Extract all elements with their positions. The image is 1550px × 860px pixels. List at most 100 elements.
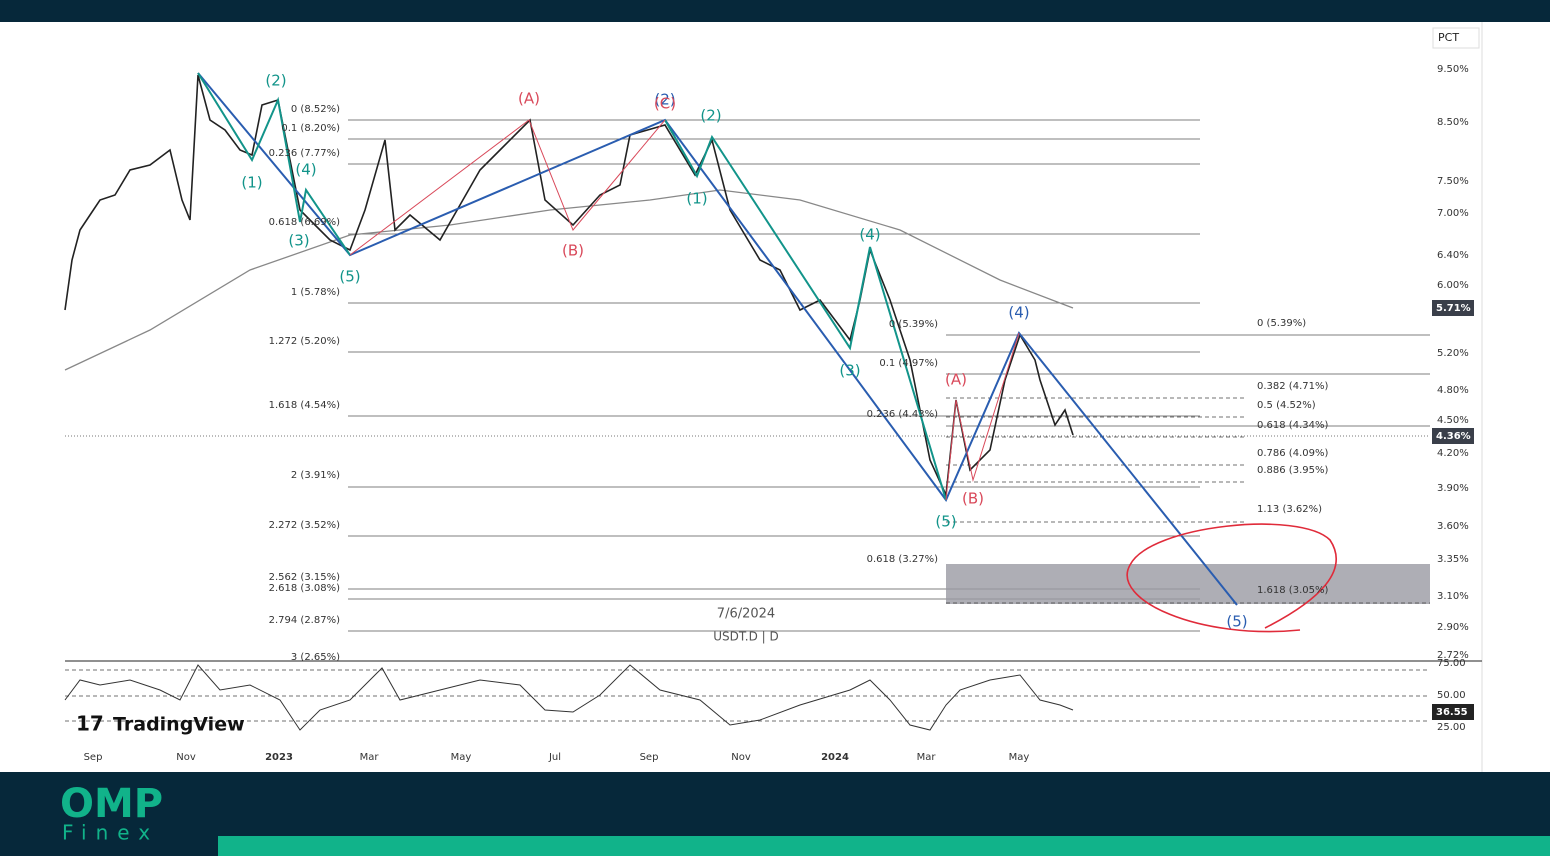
wave-label: (3) bbox=[839, 362, 860, 380]
brand: TradingView bbox=[113, 714, 245, 736]
fib-label: 2.562 (3.15%) bbox=[269, 572, 340, 583]
wave-label: (5) bbox=[935, 513, 956, 531]
fib-label: 3 (2.65%) bbox=[291, 652, 340, 663]
wave-label: (5) bbox=[339, 268, 360, 286]
wave-label: (2) bbox=[700, 107, 721, 125]
time-label: Mar bbox=[917, 752, 937, 763]
fib-label: 0 (5.39%) bbox=[1257, 318, 1306, 329]
wave-label: (A) bbox=[518, 90, 540, 108]
wave-label: (4) bbox=[295, 161, 316, 179]
price-label: 6.40% bbox=[1437, 250, 1469, 261]
time-label: Sep bbox=[84, 752, 103, 763]
time-label: Nov bbox=[731, 752, 751, 763]
time-label: Sep bbox=[640, 752, 659, 763]
fib-label: 0.1 (8.20%) bbox=[281, 123, 340, 134]
fib-label: 0.236 (4.43%) bbox=[867, 409, 938, 420]
fib-label: 1.272 (5.20%) bbox=[269, 336, 340, 347]
wave-label: (2) bbox=[654, 91, 675, 109]
fib-label: 1.13 (3.62%) bbox=[1257, 504, 1322, 515]
badge bbox=[1432, 300, 1474, 316]
wave-label: (1) bbox=[241, 174, 262, 192]
fib-label: 0.618 (6.69%) bbox=[269, 217, 340, 228]
price-label: 7.50% bbox=[1437, 176, 1469, 187]
price-label: 2.90% bbox=[1437, 622, 1469, 633]
footer-sub: Finex bbox=[62, 821, 159, 845]
footer-logo: OMP bbox=[60, 781, 163, 827]
highlight-circle bbox=[1126, 523, 1337, 633]
price-line bbox=[64, 74, 1074, 498]
wave-line bbox=[197, 72, 1238, 606]
fib-label: 1.618 (4.54%) bbox=[269, 400, 340, 411]
fib-label: 1.618 (3.05%) bbox=[1257, 585, 1328, 596]
price-label: 9.50% bbox=[1437, 64, 1469, 75]
price-label: 4.80% bbox=[1437, 385, 1469, 396]
wave-label: (4) bbox=[859, 226, 880, 244]
badge bbox=[1432, 704, 1474, 720]
wave-label: (4) bbox=[1008, 304, 1029, 322]
target-zone bbox=[946, 564, 1430, 604]
fib-lines bbox=[65, 119, 1430, 632]
rsi-badge: 36.55 bbox=[1436, 707, 1468, 718]
price-label: 2.72% bbox=[1437, 650, 1469, 661]
badge bbox=[1432, 428, 1474, 444]
price-label: 8.50% bbox=[1437, 117, 1469, 128]
price-label: 4.50% bbox=[1437, 415, 1469, 426]
price-label: 6.00% bbox=[1437, 280, 1469, 291]
moving-average bbox=[64, 189, 1074, 371]
fib-label: 2.272 (3.52%) bbox=[269, 520, 340, 531]
unit-box bbox=[1432, 27, 1480, 49]
time-label: 2024 bbox=[821, 752, 849, 763]
wave-line bbox=[349, 119, 666, 256]
fib-label: 0.618 (3.27%) bbox=[867, 554, 938, 565]
fib-label: 0 (8.52%) bbox=[291, 104, 340, 115]
wave-label: (A) bbox=[945, 371, 967, 389]
fib-label: 0.618 (4.34%) bbox=[1257, 420, 1328, 431]
price-badge: 5.71% bbox=[1436, 303, 1471, 314]
fib-label: 0.1 (4.97%) bbox=[879, 358, 938, 369]
fib-label: 2.618 (3.08%) bbox=[269, 583, 340, 594]
rsi-label: 50.00 bbox=[1437, 690, 1466, 701]
fib-left-labels: 0 (8.52%) 0.1 (8.20%) 0.236 (7.77%) 0.61… bbox=[269, 104, 1329, 663]
wave-label: (C) bbox=[654, 95, 676, 113]
fib-label: 0.5 (4.52%) bbox=[1257, 400, 1316, 411]
fib-label: 0 (5.39%) bbox=[889, 319, 938, 330]
price-label: 3.10% bbox=[1437, 591, 1469, 602]
wave-line bbox=[197, 72, 351, 256]
fib-label: 2.794 (2.87%) bbox=[269, 615, 340, 626]
price-label: 5.20% bbox=[1437, 348, 1469, 359]
wave-label: (2) bbox=[265, 72, 286, 90]
fib-label: 0.786 (4.09%) bbox=[1257, 448, 1328, 459]
fib-label: 2 (3.91%) bbox=[291, 470, 340, 481]
time-label: Jul bbox=[548, 752, 561, 763]
watermark-date: 7/6/2024 bbox=[717, 607, 775, 622]
fib-label: 1 (5.78%) bbox=[291, 287, 340, 298]
rsi-axis: 75.00 50.00 25.00 36.55 bbox=[1432, 658, 1474, 733]
wave-label: (5) bbox=[1226, 613, 1247, 631]
price-label: 4.20% bbox=[1437, 448, 1469, 459]
time-label: Mar bbox=[360, 752, 380, 763]
wave-label: (B) bbox=[962, 490, 984, 508]
rsi-line bbox=[64, 664, 1074, 731]
wave-label: (B) bbox=[562, 242, 584, 260]
wave-label: (3) bbox=[288, 232, 309, 250]
price-label: 7.00% bbox=[1437, 208, 1469, 219]
time-label: May bbox=[451, 752, 472, 763]
price-label: 3.35% bbox=[1437, 554, 1469, 565]
time-label: 2023 bbox=[265, 752, 293, 763]
watermark-symbol: USDT.D | D bbox=[713, 630, 779, 644]
rsi-label: 25.00 bbox=[1437, 722, 1466, 733]
fib-label: 0.236 (7.77%) bbox=[269, 148, 340, 159]
top-bar bbox=[0, 0, 1550, 22]
time-label: Nov bbox=[176, 752, 196, 763]
wave-line bbox=[945, 332, 1020, 501]
time-label: May bbox=[1009, 752, 1030, 763]
price-label: 3.60% bbox=[1437, 521, 1469, 532]
unit-label: PCT bbox=[1438, 31, 1459, 44]
fib-label: 0.382 (4.71%) bbox=[1257, 381, 1328, 392]
fib-label: 0.886 (3.95%) bbox=[1257, 465, 1328, 476]
wave-label: (1) bbox=[686, 190, 707, 208]
time-axis: Sep Nov 2023 Mar May Jul Sep Nov 2024 Ma… bbox=[84, 752, 1030, 763]
